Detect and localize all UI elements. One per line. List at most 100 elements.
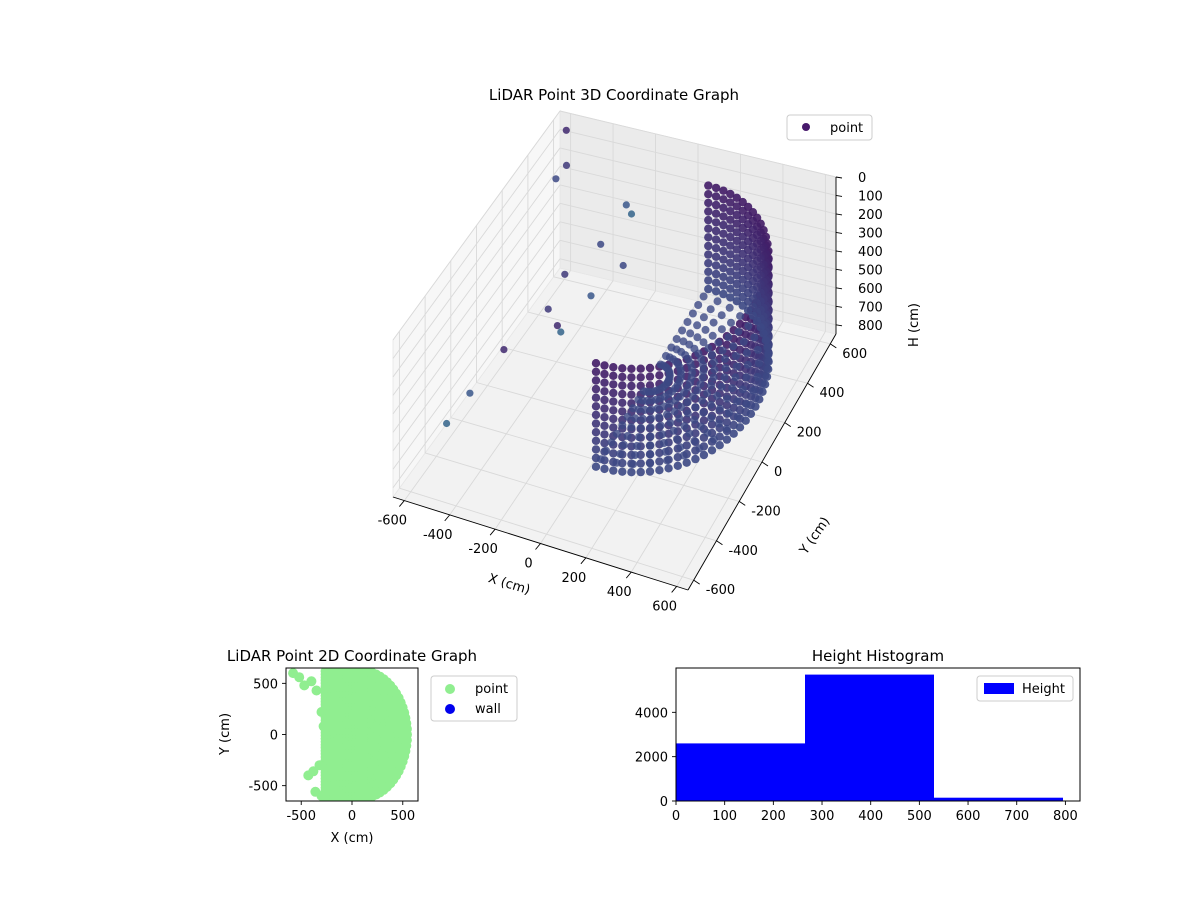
- chart-3d-wall-point: [699, 292, 708, 301]
- chart-3d-wall-point: [670, 407, 679, 416]
- chart-3d-wall-point: [636, 364, 645, 373]
- chart-3d-point: [553, 322, 562, 330]
- chart-3d-wall-point: [618, 389, 627, 399]
- chart-3d-wall-point: [591, 376, 601, 385]
- chart-2d-point: [321, 782, 332, 793]
- chart-3d-wall-point: [636, 450, 645, 460]
- chart-3d-wall-point: [707, 420, 717, 429]
- chart-hist-ticks: 0 100 200 300 400 500 600 700 800 0 2000 4000: [635, 706, 1078, 824]
- chart-3d-wall-point: [685, 340, 694, 349]
- chart-3d-wall-point: [704, 259, 713, 268]
- chart-hist-xtick-label: 200: [761, 809, 786, 824]
- chart-3d-gridline-z: [559, 202, 837, 270]
- chart-2d-xlabel: X (cm): [331, 831, 374, 846]
- chart-2d-legend: point wall: [430, 675, 518, 722]
- chart-3d-xtick-mark: [489, 528, 496, 536]
- chart-3d-wall-point: [683, 409, 692, 418]
- chart-3d-ztick-label: 300: [858, 226, 883, 241]
- chart-3d-wall-point: [636, 459, 645, 468]
- chart-3d-point: [587, 292, 595, 300]
- chart-3d-gridline-z: [392, 110, 561, 341]
- chart-2d-xtick-label: -500: [286, 809, 316, 824]
- chart-3d-wall-point: [638, 414, 647, 423]
- chart-3d-wall-point: [616, 449, 625, 458]
- chart-3d-gridline-z: [559, 165, 837, 233]
- chart-3d-wall-point: [591, 428, 601, 437]
- chart-hist-bar: [805, 674, 934, 801]
- chart-3d-wall-point: [691, 454, 700, 464]
- chart-3d-wall-point: [609, 449, 618, 458]
- chart-2d-point: [316, 790, 327, 801]
- chart-3d-wall-point: [618, 458, 627, 468]
- chart-3d-wall-point: [676, 443, 685, 452]
- chart-3d-wall-point: [725, 303, 734, 312]
- chart-3d-wall-point: [732, 228, 741, 237]
- chart-3d-ticks: -600 -400 -200 0 200 400 600 -600 -400 -200 0 200 40…: [378, 171, 883, 614]
- chart-3d-wall-point: [600, 361, 609, 370]
- chart-3d-wall-point: [726, 189, 735, 199]
- chart-3d-wall-point: [693, 386, 702, 395]
- chart-3d-point: [557, 328, 565, 336]
- chart-3d-ytick-label: 600: [842, 347, 867, 362]
- chart-3d-wall-point: [738, 284, 747, 293]
- chart-3d-wall-point: [750, 333, 759, 342]
- chart-3d-wall-point: [623, 432, 632, 440]
- chart-2d-point: [316, 707, 327, 717]
- chart-3d-wall-point: [698, 373, 707, 382]
- chart-3d-wall-point: [719, 281, 728, 290]
- chart-3d-wall-point: [655, 466, 664, 475]
- chart-3d-ztick-mark: [835, 324, 843, 327]
- chart-2d-point: [314, 760, 325, 771]
- chart-3d-gridline-z: [559, 110, 837, 178]
- chart-3d-wall-point: [699, 408, 708, 417]
- chart-3d-wall-point: [718, 346, 727, 355]
- chart-3d-wall-point: [646, 441, 655, 450]
- chart-3d-wall-point: [612, 429, 621, 438]
- chart-3d-wall-point: [591, 410, 601, 420]
- chart-3d-gridline-z: [392, 166, 561, 396]
- chart-3d-ytick-label: 0: [774, 465, 782, 480]
- chart-hist-bars: [676, 674, 1063, 801]
- chart-3d-wall-point: [683, 398, 692, 406]
- chart-3d-wall-point: [647, 414, 655, 423]
- chart-3d-wall-point: [609, 397, 618, 406]
- chart-2d-point: [303, 770, 314, 781]
- chart-3d-wall-point: [726, 232, 735, 242]
- chart-hist-legend-label: Height: [1022, 682, 1065, 697]
- chart-3d-wall-point: [609, 388, 618, 398]
- chart-3d-wall-point: [711, 244, 721, 253]
- chart-3d-wall-point: [618, 381, 627, 390]
- chart-3d-wall-point: [672, 335, 681, 343]
- chart-hist-ytick-label: 4000: [635, 706, 668, 721]
- chart-3d-wall-point: [743, 306, 753, 315]
- chart-3d-wall-point: [627, 373, 636, 382]
- chart-3d-wall-point: [609, 414, 618, 424]
- chart-3d-wall-point: [724, 408, 733, 417]
- chart-3d-wall-point: [735, 423, 745, 432]
- chart-hist-xtick-label: 300: [810, 809, 835, 824]
- chart-3d-gridline-y: [424, 452, 717, 542]
- chart-3d-ytick-label: -600: [706, 583, 736, 598]
- chart-3d-xtick-mark: [535, 543, 541, 550]
- chart-3d-wall-point: [704, 344, 713, 353]
- chart-3d-wall-point: [682, 415, 691, 424]
- chart-2d-point: [357, 668, 368, 677]
- chart-3d-wall-point: [719, 186, 728, 195]
- chart-3d-wall-point: [721, 364, 730, 372]
- chart-3d-wall-point: [656, 421, 665, 430]
- chart-3d-wall-point: [726, 293, 735, 302]
- chart-3d: LiDAR Point 3D Coordinate Graph -600 -400…: [378, 86, 922, 614]
- chart-3d-gridline-z: [392, 240, 561, 470]
- chart-hist-xtick-label: 600: [956, 809, 981, 824]
- chart-3d-point: [443, 419, 451, 428]
- chart-3d-wall-point: [673, 435, 681, 443]
- chart-3d-wall-point: [619, 440, 628, 449]
- chart-3d-xtick-mark: [444, 514, 451, 522]
- chart-3d-ytick-label: 400: [820, 386, 845, 401]
- chart-3d-wall-point: [715, 441, 724, 450]
- chart-3d-wall-point: [645, 467, 655, 476]
- chart-3d-wall-point: [732, 210, 741, 220]
- chart-2d-xtick-label: 500: [390, 809, 415, 824]
- chart-3d-wall-point: [726, 267, 735, 276]
- chart-3d-wall-point: [607, 438, 616, 447]
